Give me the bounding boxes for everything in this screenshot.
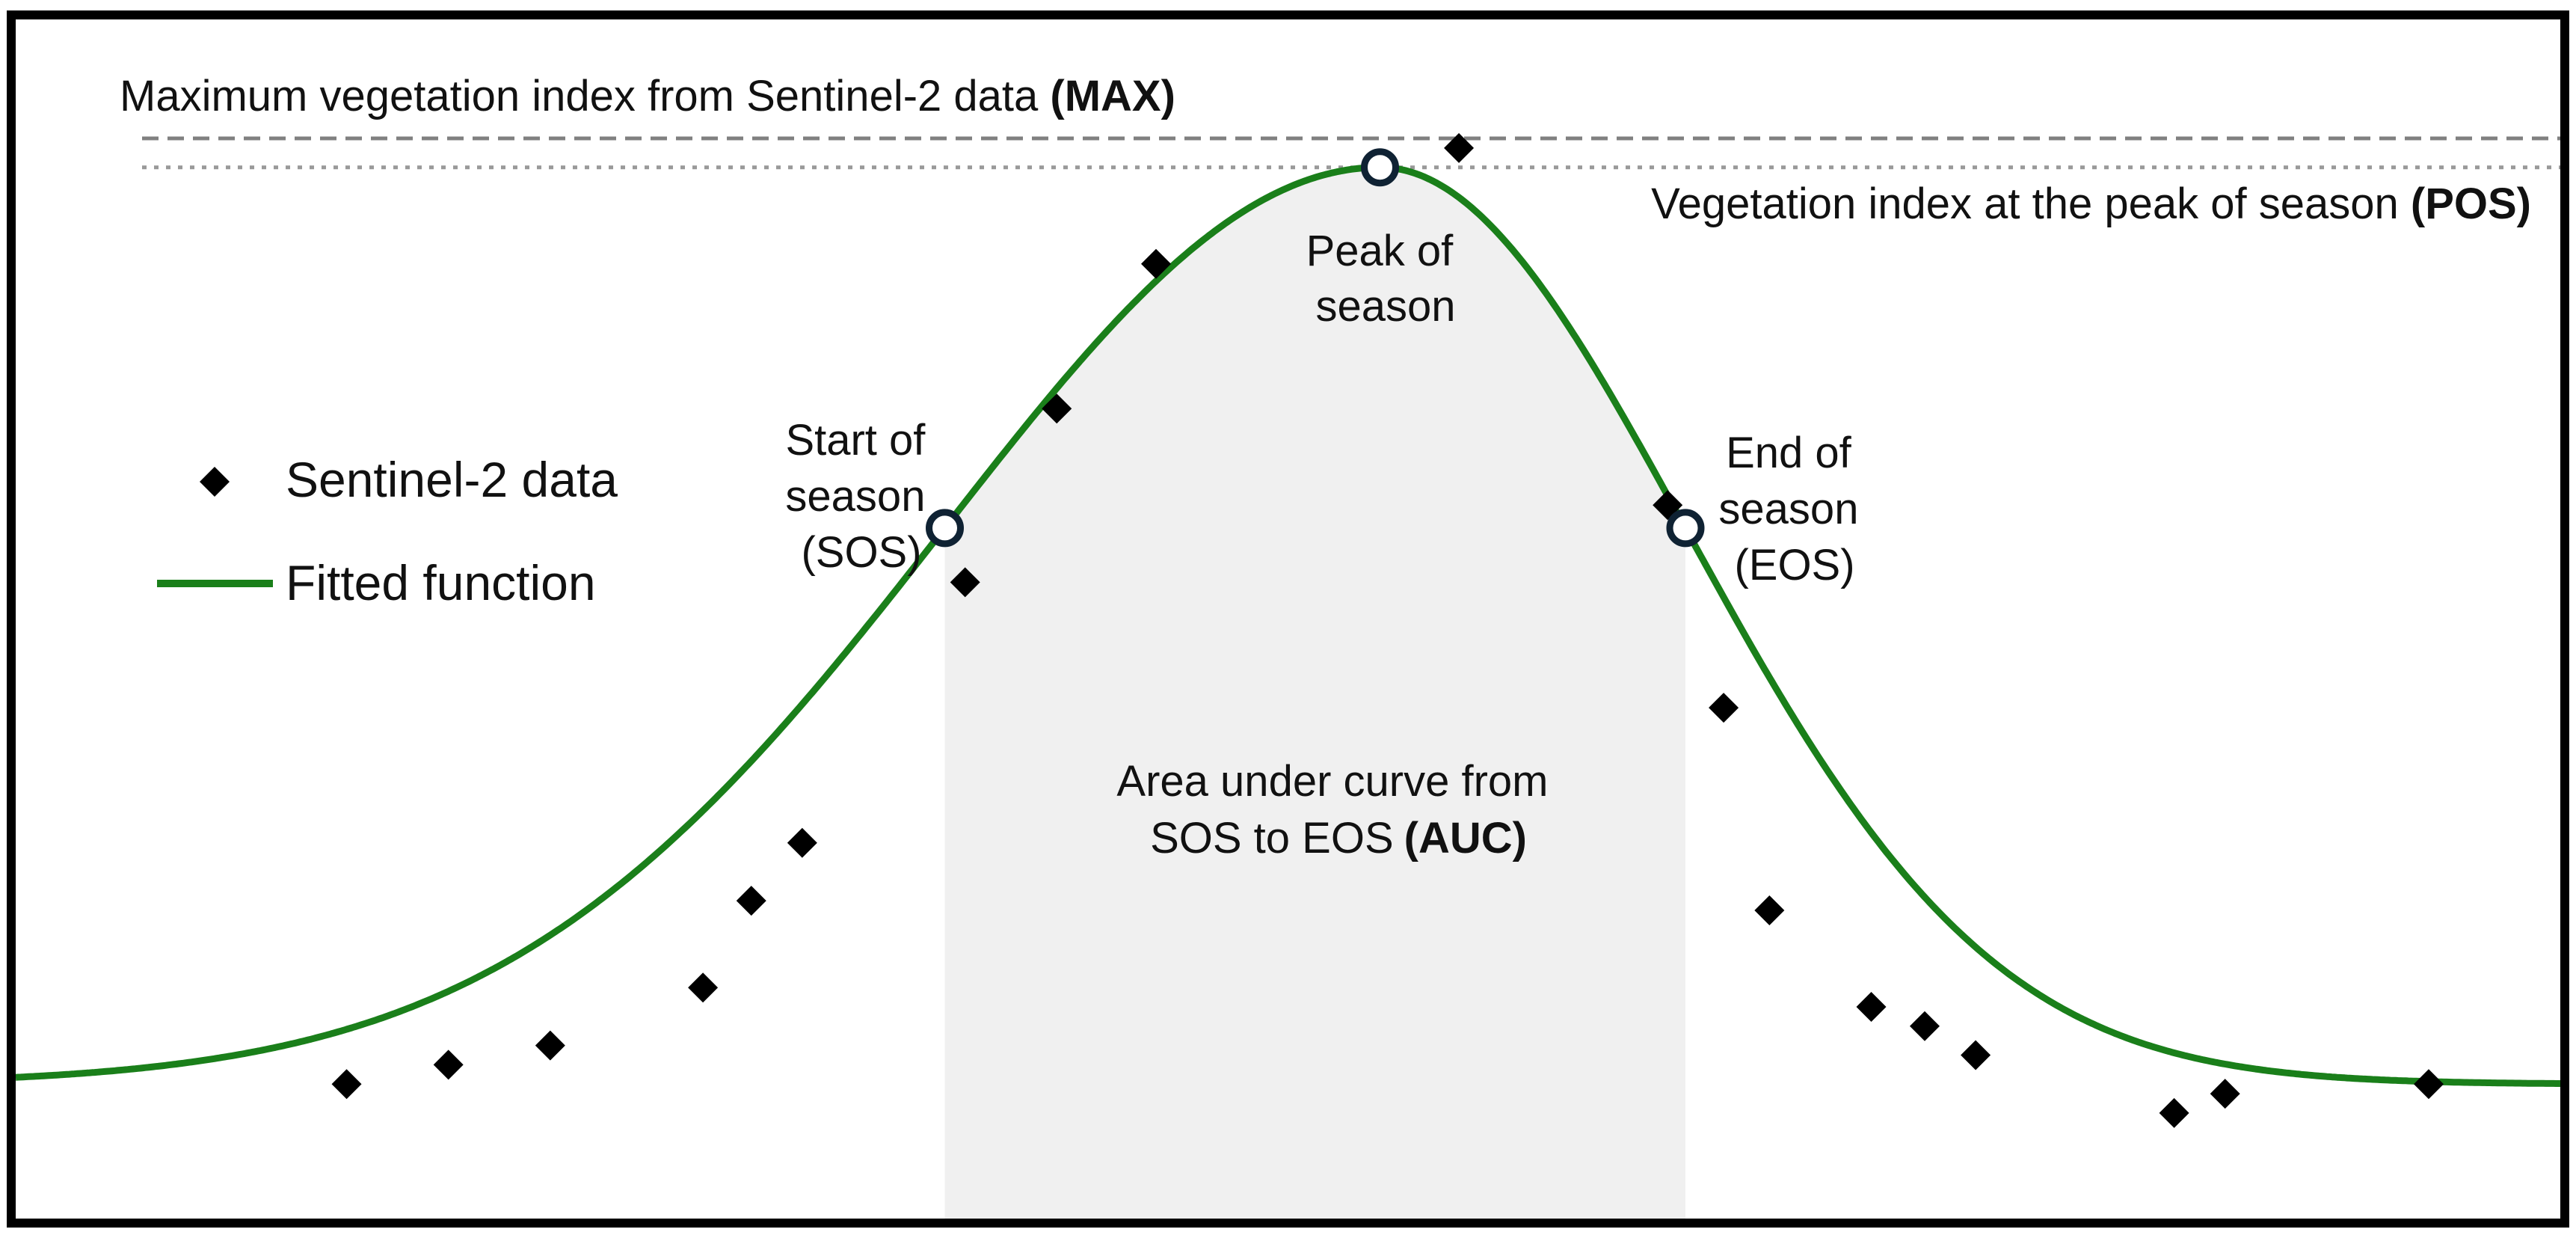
sentinel2-data-point [2413,1069,2444,1100]
sos-label-line3: (SOS) [801,528,921,577]
auc-label: Area under curve from SOS to EOS (AUC) [1116,757,1560,862]
sentinel2-data-point [1961,1040,1991,1070]
sentinel2-data-point [331,1069,362,1100]
sos-label-line2: season [785,472,925,521]
pos-marker [1361,148,1399,187]
sentinel2-data-point [2159,1097,2189,1128]
sentinel2-data-point [433,1050,464,1080]
start-of-season-label: Start of season (SOS) [785,416,937,577]
legend-curve-label: Fitted function [286,555,596,610]
fitted-function-curve [14,164,2563,1087]
sentinel2-data-point [2210,1079,2240,1109]
legend: Sentinel-2 data Fitted function [157,452,618,610]
sos-label-line1: Start of [785,416,926,465]
sentinel2-data-point [1754,895,1785,925]
auc-label-line2-text: SOS to EOS [1150,814,1394,862]
sentinel2-data-point [1856,992,1887,1022]
sentinel2-points [331,132,2444,1128]
sos-marker [926,509,964,548]
sentinel2-data-point [1140,248,1171,279]
peak-label-line2: season [1315,282,1455,331]
pos-label: Vegetation index at the peak of season (… [1651,180,2531,228]
eos-label-line2: season [1718,485,1858,533]
max-label: Maximum vegetation index from Sentinel-2… [120,72,1175,120]
sentinel2-data-point [535,1030,565,1061]
end-of-season-label: End of season (EOS) [1718,429,1870,589]
auc-label-abbr: (AUC) [1404,814,1527,862]
auc-label-line1: Area under curve from [1116,757,1548,806]
peak-label-line1: Peak of [1306,227,1454,275]
plot-area [14,132,2563,1220]
sentinel2-data-point [1910,1011,1940,1041]
sentinel2-data-point [688,972,719,1003]
figure-frame [7,10,2569,1228]
max-label-text: Maximum vegetation index from Sentinel-2… [120,72,1039,120]
eos-label-line1: End of [1726,429,1852,477]
legend-points-label: Sentinel-2 data [286,452,618,507]
max-label-abbr: (MAX) [1050,72,1175,120]
sentinel2-data-point [950,567,980,598]
legend-diamond-icon [200,467,230,497]
pos-label-abbr: (POS) [2411,180,2531,228]
auc-shaded-area [944,167,1685,1220]
sentinel2-data-point [787,827,817,858]
pos-label-text: Vegetation index at the peak of season [1651,180,2399,228]
sentinel2-data-point [1042,393,1072,424]
eos-marker [1666,509,1705,548]
sentinel2-data-point [1444,132,1475,163]
sentinel2-data-point [736,886,766,916]
peak-of-season-label: Peak of season [1306,227,1466,331]
eos-label-line3: (EOS) [1734,541,1854,589]
auc-label-line2: SOS to EOS (AUC) [1150,814,1527,862]
sentinel2-data-point [1709,693,1739,723]
